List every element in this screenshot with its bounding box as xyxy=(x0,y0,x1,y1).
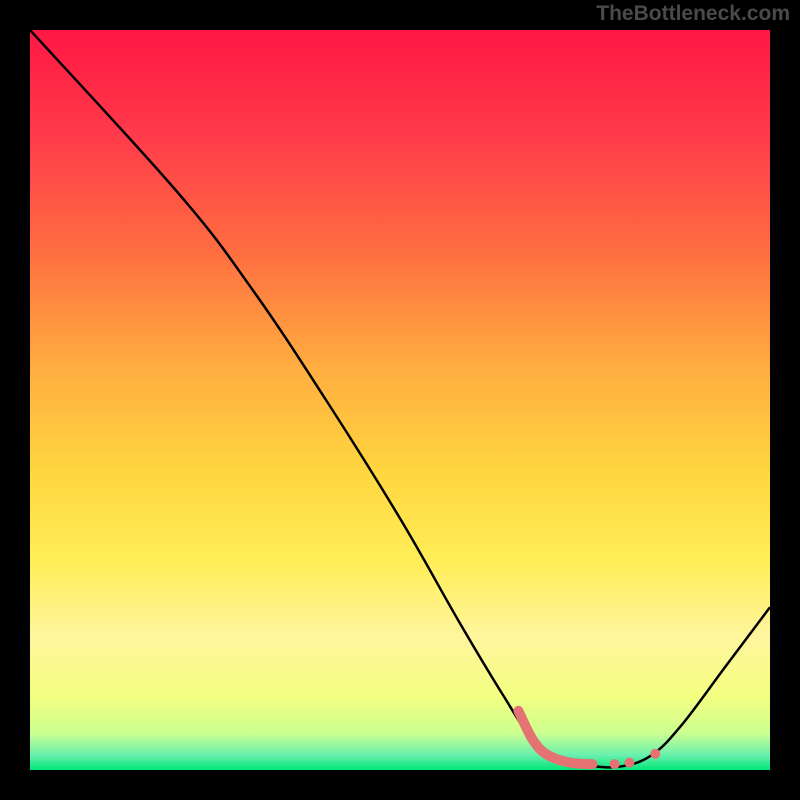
highlight-dot xyxy=(650,749,660,759)
chart-svg xyxy=(30,30,770,770)
watermark-text: TheBottleneck.com xyxy=(596,2,790,26)
highlight-dot xyxy=(610,759,620,769)
chart-area xyxy=(30,30,770,770)
highlight-dot xyxy=(624,758,634,768)
chart-background xyxy=(30,30,770,770)
